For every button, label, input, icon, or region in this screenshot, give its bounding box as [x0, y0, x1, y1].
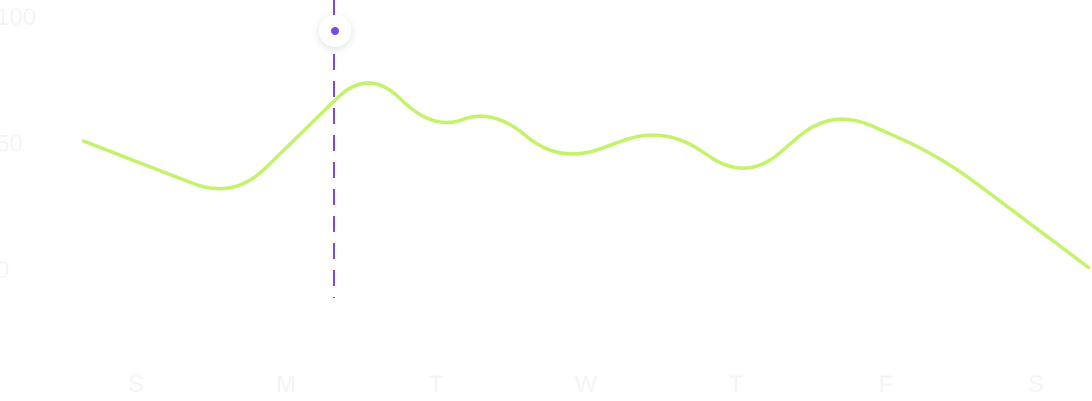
series-line — [81, 81, 1091, 270]
x-tick-label: S — [1028, 371, 1044, 398]
y-tick-label: 50 — [0, 131, 23, 158]
y-tick-label: 0 — [0, 257, 9, 284]
y-axis: 100 50 0 — [0, 4, 36, 284]
hover-cursor — [319, 0, 351, 298]
x-tick-label: F — [879, 371, 894, 398]
series-layer — [81, 81, 1091, 270]
x-tick-label: T — [729, 371, 744, 398]
x-tick-label: S — [128, 371, 144, 398]
x-tick-label: M — [276, 371, 296, 398]
y-tick-label: 100 — [0, 4, 36, 31]
x-tick-label: W — [575, 371, 598, 398]
cursor-marker-dot — [331, 27, 339, 35]
x-tick-label: T — [429, 371, 444, 398]
